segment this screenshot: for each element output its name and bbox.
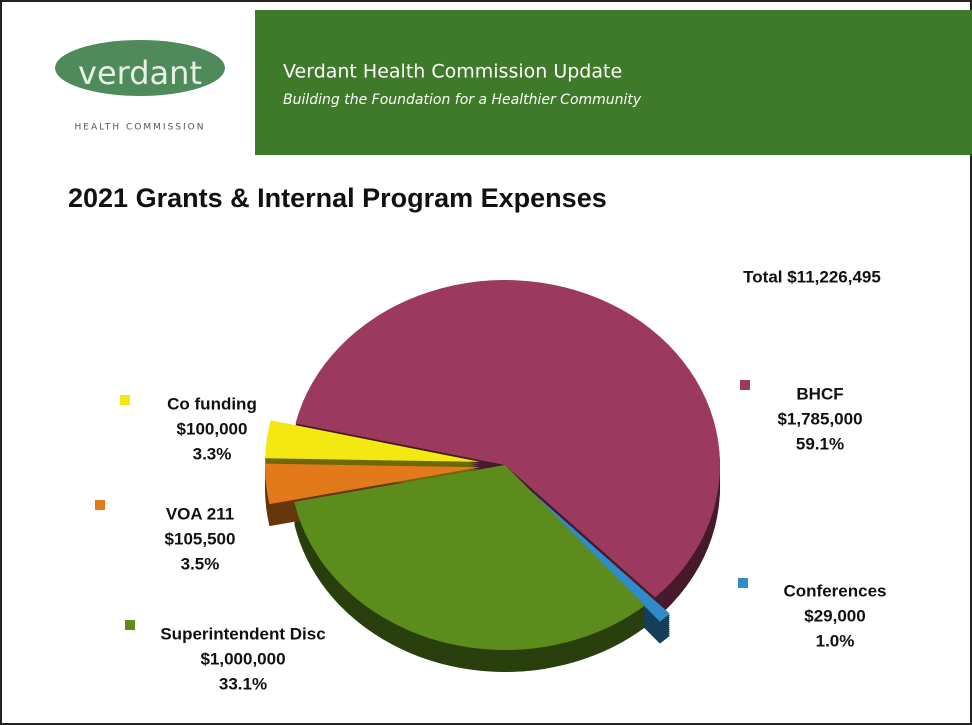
pie-slice xyxy=(265,420,481,462)
slice-percent: 3.3% xyxy=(193,444,232,463)
header-subtitle: Building the Foundation for a Healthier … xyxy=(283,92,642,108)
slice-amount: $29,000 xyxy=(804,606,865,625)
logo-subtext: HEALTH COMMISSION xyxy=(75,123,206,133)
pie-slice xyxy=(295,279,721,598)
slice-percent: 59.1% xyxy=(796,434,844,453)
slice-label: Superintendent Disc xyxy=(160,624,325,643)
slice-percent: 33.1% xyxy=(219,674,267,693)
slice-percent: 1.0% xyxy=(816,631,855,650)
slice-label: Co funding xyxy=(167,394,257,413)
logo-text: verdant xyxy=(78,54,202,92)
logo-trees xyxy=(55,40,225,96)
legend-marker xyxy=(120,395,130,405)
slice-label: BHCF xyxy=(796,384,843,403)
logo: verdant HEALTH COMMISSION xyxy=(55,40,225,133)
slice-amount: $100,000 xyxy=(177,419,248,438)
pie-slice xyxy=(294,465,646,651)
legend-marker xyxy=(125,620,135,630)
slice-amount: $1,000,000 xyxy=(200,649,285,668)
total-annotation: Total $11,226,495 xyxy=(743,267,881,286)
pie-slice xyxy=(519,481,670,622)
slice-amount: $1,785,000 xyxy=(777,409,862,428)
pie-slice xyxy=(265,463,481,505)
legend-marker xyxy=(95,500,105,510)
header-title: Verdant Health Commission Update xyxy=(283,61,622,83)
slice-percent: 3.5% xyxy=(181,554,220,573)
slice-label: Conferences xyxy=(784,581,887,600)
chart-title: 2021 Grants & Internal Program Expenses xyxy=(68,183,607,213)
legend-marker xyxy=(740,380,750,390)
slice-label: VOA 211 xyxy=(166,504,234,523)
slice-amount: $105,500 xyxy=(165,529,236,548)
header-band xyxy=(255,10,972,155)
legend-marker xyxy=(738,578,748,588)
